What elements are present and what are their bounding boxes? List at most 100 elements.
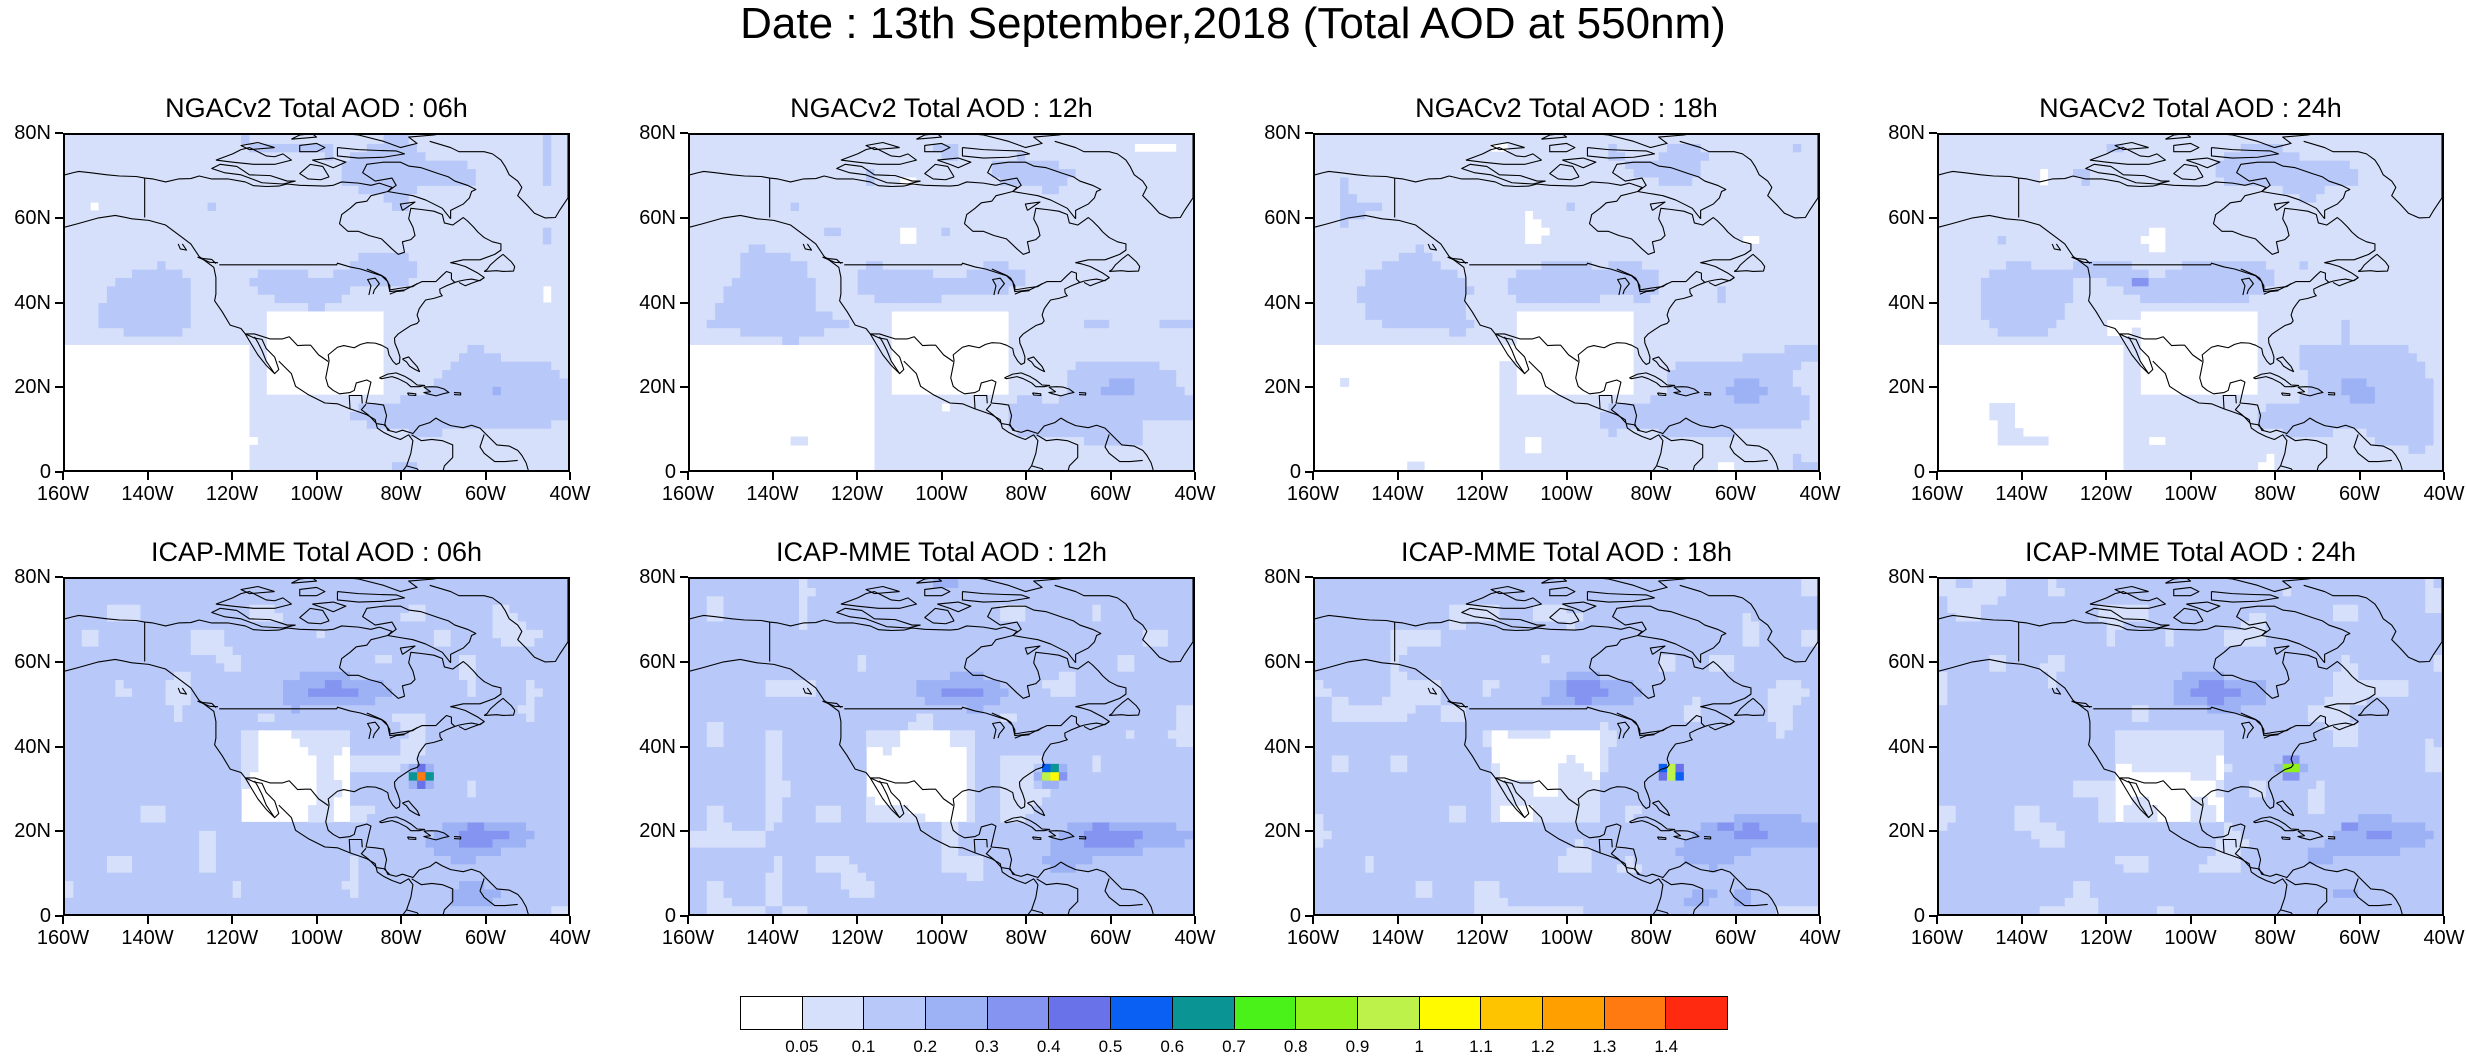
colorbar-swatch: [1111, 997, 1173, 1029]
aod-cells: [65, 135, 568, 470]
coastlines: [1315, 135, 1818, 470]
lon-tick-label: 100W: [1540, 483, 1593, 505]
lon-tick: [940, 472, 943, 480]
lat-tick: [1305, 386, 1313, 389]
aod-cells: [1315, 135, 1818, 470]
lat-tick-label: 40N: [14, 735, 51, 758]
aod-cells: [690, 579, 1193, 914]
lat-tick-label: 20N: [639, 820, 676, 843]
lon-tick-label: 140W: [121, 483, 174, 505]
lat-tick: [1305, 216, 1313, 219]
lon-tick-label: 40W: [1799, 483, 1841, 505]
lon-tick: [2443, 916, 2445, 924]
lon-tick-label: 40W: [549, 483, 591, 505]
lon-tick: [1312, 472, 1314, 480]
lon-tick: [687, 916, 689, 924]
lat-tick: [680, 301, 688, 304]
lon-tick-label: 100W: [290, 483, 343, 505]
aod-field: [1939, 579, 2442, 914]
coastlines: [65, 579, 568, 914]
colorbar-label: 0.5: [1098, 1037, 1123, 1056]
lon-tick-label: 80W: [1005, 927, 1047, 949]
lon-tick-label: 40W: [1799, 927, 1841, 949]
lat-tick-label: 0: [1913, 905, 1925, 927]
lat-tick-label: 40N: [14, 291, 51, 314]
colorbar-swatch: [741, 997, 803, 1029]
lon-tick-label: 80W: [380, 483, 422, 505]
lon-tick: [2274, 472, 2276, 480]
lon-tick: [2020, 916, 2023, 924]
lon-tick-label: 60W: [1714, 927, 1757, 949]
lon-tick: [315, 472, 318, 480]
colorbar-label: 1.2: [1530, 1037, 1555, 1056]
aod-map-panel: [1937, 133, 2444, 472]
lat-tick: [680, 915, 688, 917]
colorbar-label: 0.8: [1283, 1037, 1308, 1056]
lat-tick-label: 20N: [639, 376, 676, 399]
lon-tick: [1936, 916, 1938, 924]
lat-tick: [55, 132, 63, 134]
aod-map-panel: [1937, 577, 2444, 916]
colorbar-swatch: [1666, 997, 1727, 1029]
lon-tick: [146, 472, 149, 480]
aod-cells: [1315, 579, 1818, 914]
lat-tick-label: 20N: [1264, 376, 1301, 399]
lat-tick: [55, 301, 63, 304]
panel-title: ICAP-MME Total AOD : 12h: [775, 537, 1108, 567]
lon-tick: [1734, 916, 1737, 924]
aod-field: [690, 579, 1193, 914]
lat-tick-label: 20N: [14, 820, 51, 843]
lon-tick: [1481, 472, 1483, 480]
lat-tick: [1305, 471, 1313, 473]
lon-tick: [1109, 472, 1112, 480]
lat-tick: [1305, 576, 1313, 578]
lon-tick-label: 60W: [464, 927, 507, 949]
colorbar-swatch: [802, 997, 865, 1029]
lon-tick: [484, 472, 487, 480]
lon-tick-label: 80W: [1630, 927, 1672, 949]
lon-tick-label: 40W: [2423, 927, 2465, 949]
lon-tick: [400, 472, 402, 480]
lat-tick: [680, 660, 688, 663]
lat-tick: [1929, 830, 1937, 833]
lon-tick: [940, 916, 943, 924]
lat-tick: [55, 471, 63, 473]
aod-field: [1315, 135, 1818, 470]
lat-tick-label: 0: [39, 905, 51, 927]
lon-tick: [687, 472, 689, 480]
lat-tick-label: 40N: [1888, 735, 1925, 758]
colorbar-label: 1.3: [1592, 1037, 1617, 1056]
lon-tick-label: 100W: [1540, 927, 1593, 949]
lon-tick: [1025, 472, 1027, 480]
lat-tick-label: 20N: [1264, 820, 1301, 843]
lon-tick: [2105, 472, 2107, 480]
colorbar-swatch: [1542, 997, 1605, 1029]
lat-tick: [680, 830, 688, 833]
lat-tick-label: 0: [1913, 461, 1925, 483]
colorbar-swatch: [1357, 997, 1420, 1029]
lat-tick-label: 60N: [639, 206, 676, 229]
coastlines: [1939, 579, 2442, 914]
lon-tick-label: 60W: [1089, 927, 1132, 949]
lat-tick: [1929, 216, 1937, 219]
lon-tick-label: 100W: [2164, 927, 2217, 949]
lat-tick: [55, 745, 63, 748]
lon-tick-label: 60W: [2338, 483, 2381, 505]
coastlines: [690, 135, 1193, 470]
colorbar-swatch: [1172, 997, 1235, 1029]
lon-tick-label: 80W: [1005, 483, 1047, 505]
panel-title: ICAP-MME Total AOD : 06h: [150, 537, 483, 567]
lat-tick-label: 40N: [1264, 735, 1301, 758]
aod-field: [1315, 579, 1818, 914]
aod-map-panel: [688, 577, 1195, 916]
panel-title: ICAP-MME Total AOD : 24h: [2024, 537, 2357, 567]
lon-tick: [856, 472, 858, 480]
lon-tick-label: 80W: [380, 927, 422, 949]
colorbar-label: 1: [1414, 1037, 1424, 1056]
lon-tick: [146, 916, 149, 924]
colorbar-swatch: [1419, 997, 1482, 1029]
lon-tick-label: 140W: [746, 483, 799, 505]
lat-tick: [1305, 660, 1313, 663]
lon-tick: [569, 916, 571, 924]
lon-tick-label: 40W: [1174, 927, 1216, 949]
